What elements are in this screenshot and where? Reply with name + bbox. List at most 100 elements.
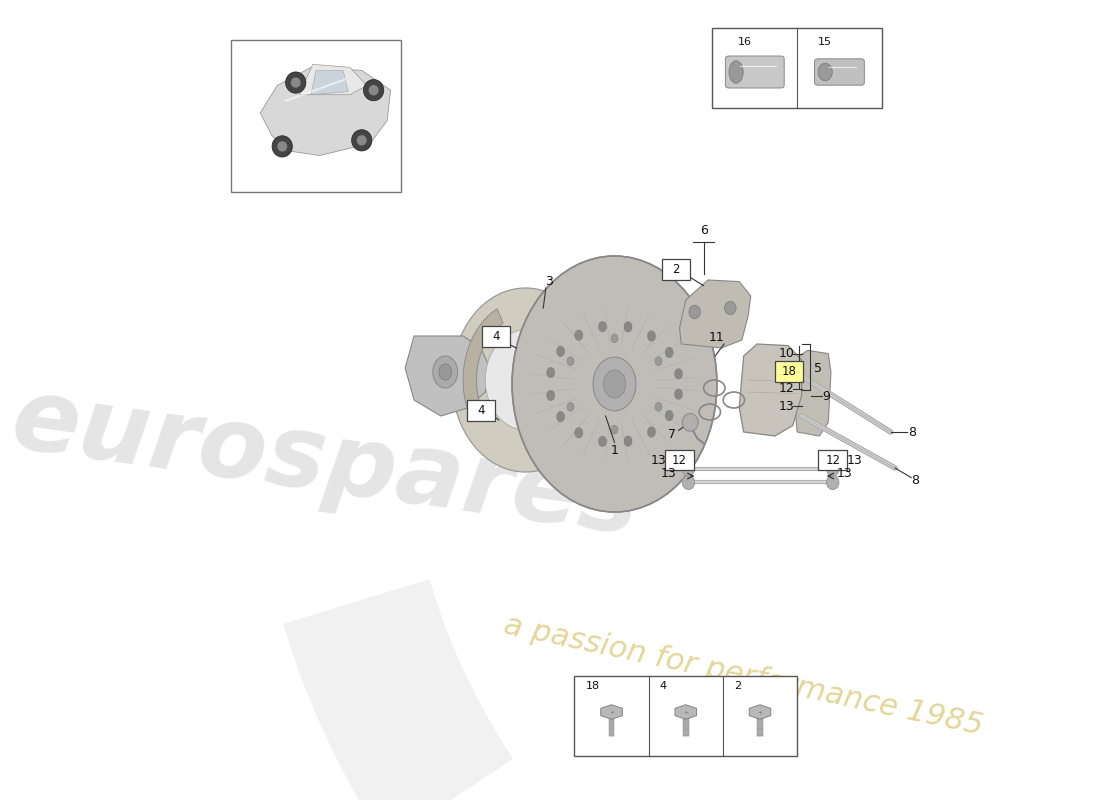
Ellipse shape [356, 135, 366, 146]
Text: 13: 13 [651, 454, 667, 466]
Polygon shape [601, 705, 623, 719]
Text: 18: 18 [782, 365, 796, 378]
Ellipse shape [689, 305, 701, 318]
Ellipse shape [666, 410, 673, 421]
FancyBboxPatch shape [662, 259, 690, 280]
Ellipse shape [682, 475, 695, 490]
FancyBboxPatch shape [774, 361, 803, 382]
Text: 2: 2 [734, 681, 741, 690]
Ellipse shape [598, 322, 606, 332]
Ellipse shape [725, 301, 736, 314]
Bar [757, 712, 762, 736]
Ellipse shape [624, 322, 632, 332]
Bar [713, 28, 882, 108]
Text: 15: 15 [817, 38, 832, 47]
Text: a passion for performance 1985: a passion for performance 1985 [502, 611, 986, 741]
Polygon shape [405, 336, 490, 416]
Text: 16: 16 [738, 38, 752, 47]
Text: 12: 12 [779, 382, 794, 395]
Ellipse shape [610, 426, 618, 434]
Ellipse shape [547, 367, 554, 378]
Ellipse shape [598, 436, 606, 446]
Polygon shape [261, 67, 390, 155]
Text: 13: 13 [661, 467, 676, 480]
Text: 5: 5 [814, 362, 822, 374]
Text: 13: 13 [846, 454, 862, 466]
Polygon shape [675, 705, 696, 719]
Ellipse shape [818, 63, 833, 81]
Polygon shape [749, 705, 771, 719]
Ellipse shape [574, 427, 583, 438]
Ellipse shape [666, 347, 673, 358]
Text: eurospares: eurospares [6, 372, 645, 556]
Ellipse shape [566, 402, 574, 411]
Text: 12: 12 [825, 454, 840, 466]
Text: 4: 4 [477, 404, 485, 417]
FancyBboxPatch shape [466, 400, 495, 421]
Ellipse shape [593, 357, 636, 411]
Ellipse shape [547, 390, 554, 401]
Ellipse shape [485, 330, 565, 430]
Ellipse shape [674, 389, 682, 399]
Ellipse shape [603, 370, 626, 398]
Text: 9: 9 [823, 390, 830, 402]
Ellipse shape [654, 402, 662, 411]
Ellipse shape [624, 436, 632, 446]
Text: 13: 13 [779, 400, 794, 413]
Polygon shape [463, 309, 503, 416]
Ellipse shape [654, 357, 662, 366]
Text: 8: 8 [908, 426, 916, 438]
Ellipse shape [648, 330, 656, 341]
Ellipse shape [512, 256, 717, 512]
Text: 4: 4 [660, 681, 667, 690]
Ellipse shape [648, 427, 656, 438]
FancyBboxPatch shape [725, 56, 784, 88]
Text: 2: 2 [672, 263, 680, 276]
Ellipse shape [432, 356, 458, 388]
Ellipse shape [826, 475, 839, 490]
Ellipse shape [610, 334, 618, 342]
Ellipse shape [439, 364, 451, 380]
Ellipse shape [557, 346, 564, 357]
Ellipse shape [574, 330, 583, 341]
Text: 4: 4 [493, 330, 499, 343]
Ellipse shape [682, 462, 695, 476]
Text: 11: 11 [779, 365, 794, 378]
Text: 18: 18 [585, 681, 600, 690]
Text: 6: 6 [700, 224, 707, 237]
Text: 3: 3 [546, 275, 553, 288]
Ellipse shape [272, 136, 293, 157]
Text: 11: 11 [710, 331, 725, 344]
Text: 8: 8 [912, 474, 920, 486]
Ellipse shape [363, 79, 384, 101]
Text: 10: 10 [779, 347, 794, 360]
FancyBboxPatch shape [666, 450, 694, 470]
Polygon shape [299, 64, 366, 94]
Ellipse shape [557, 411, 564, 422]
Ellipse shape [729, 61, 744, 83]
Text: 7: 7 [669, 428, 676, 441]
FancyBboxPatch shape [814, 58, 865, 85]
Bar [608, 712, 614, 736]
Polygon shape [311, 70, 349, 94]
Text: 1: 1 [610, 444, 618, 457]
Ellipse shape [277, 141, 287, 152]
Ellipse shape [286, 72, 306, 93]
Polygon shape [795, 350, 830, 436]
FancyBboxPatch shape [482, 326, 510, 347]
Ellipse shape [452, 288, 598, 472]
Bar [683, 712, 689, 736]
Ellipse shape [352, 130, 372, 151]
Ellipse shape [682, 414, 698, 431]
Text: 12: 12 [672, 454, 688, 466]
Ellipse shape [826, 462, 839, 476]
Ellipse shape [566, 357, 574, 366]
Bar [231, 40, 400, 192]
Ellipse shape [368, 85, 378, 95]
Text: 13: 13 [836, 467, 852, 480]
Polygon shape [739, 344, 802, 436]
Polygon shape [680, 280, 751, 348]
Ellipse shape [674, 369, 682, 379]
FancyBboxPatch shape [818, 450, 847, 470]
Ellipse shape [290, 78, 300, 88]
